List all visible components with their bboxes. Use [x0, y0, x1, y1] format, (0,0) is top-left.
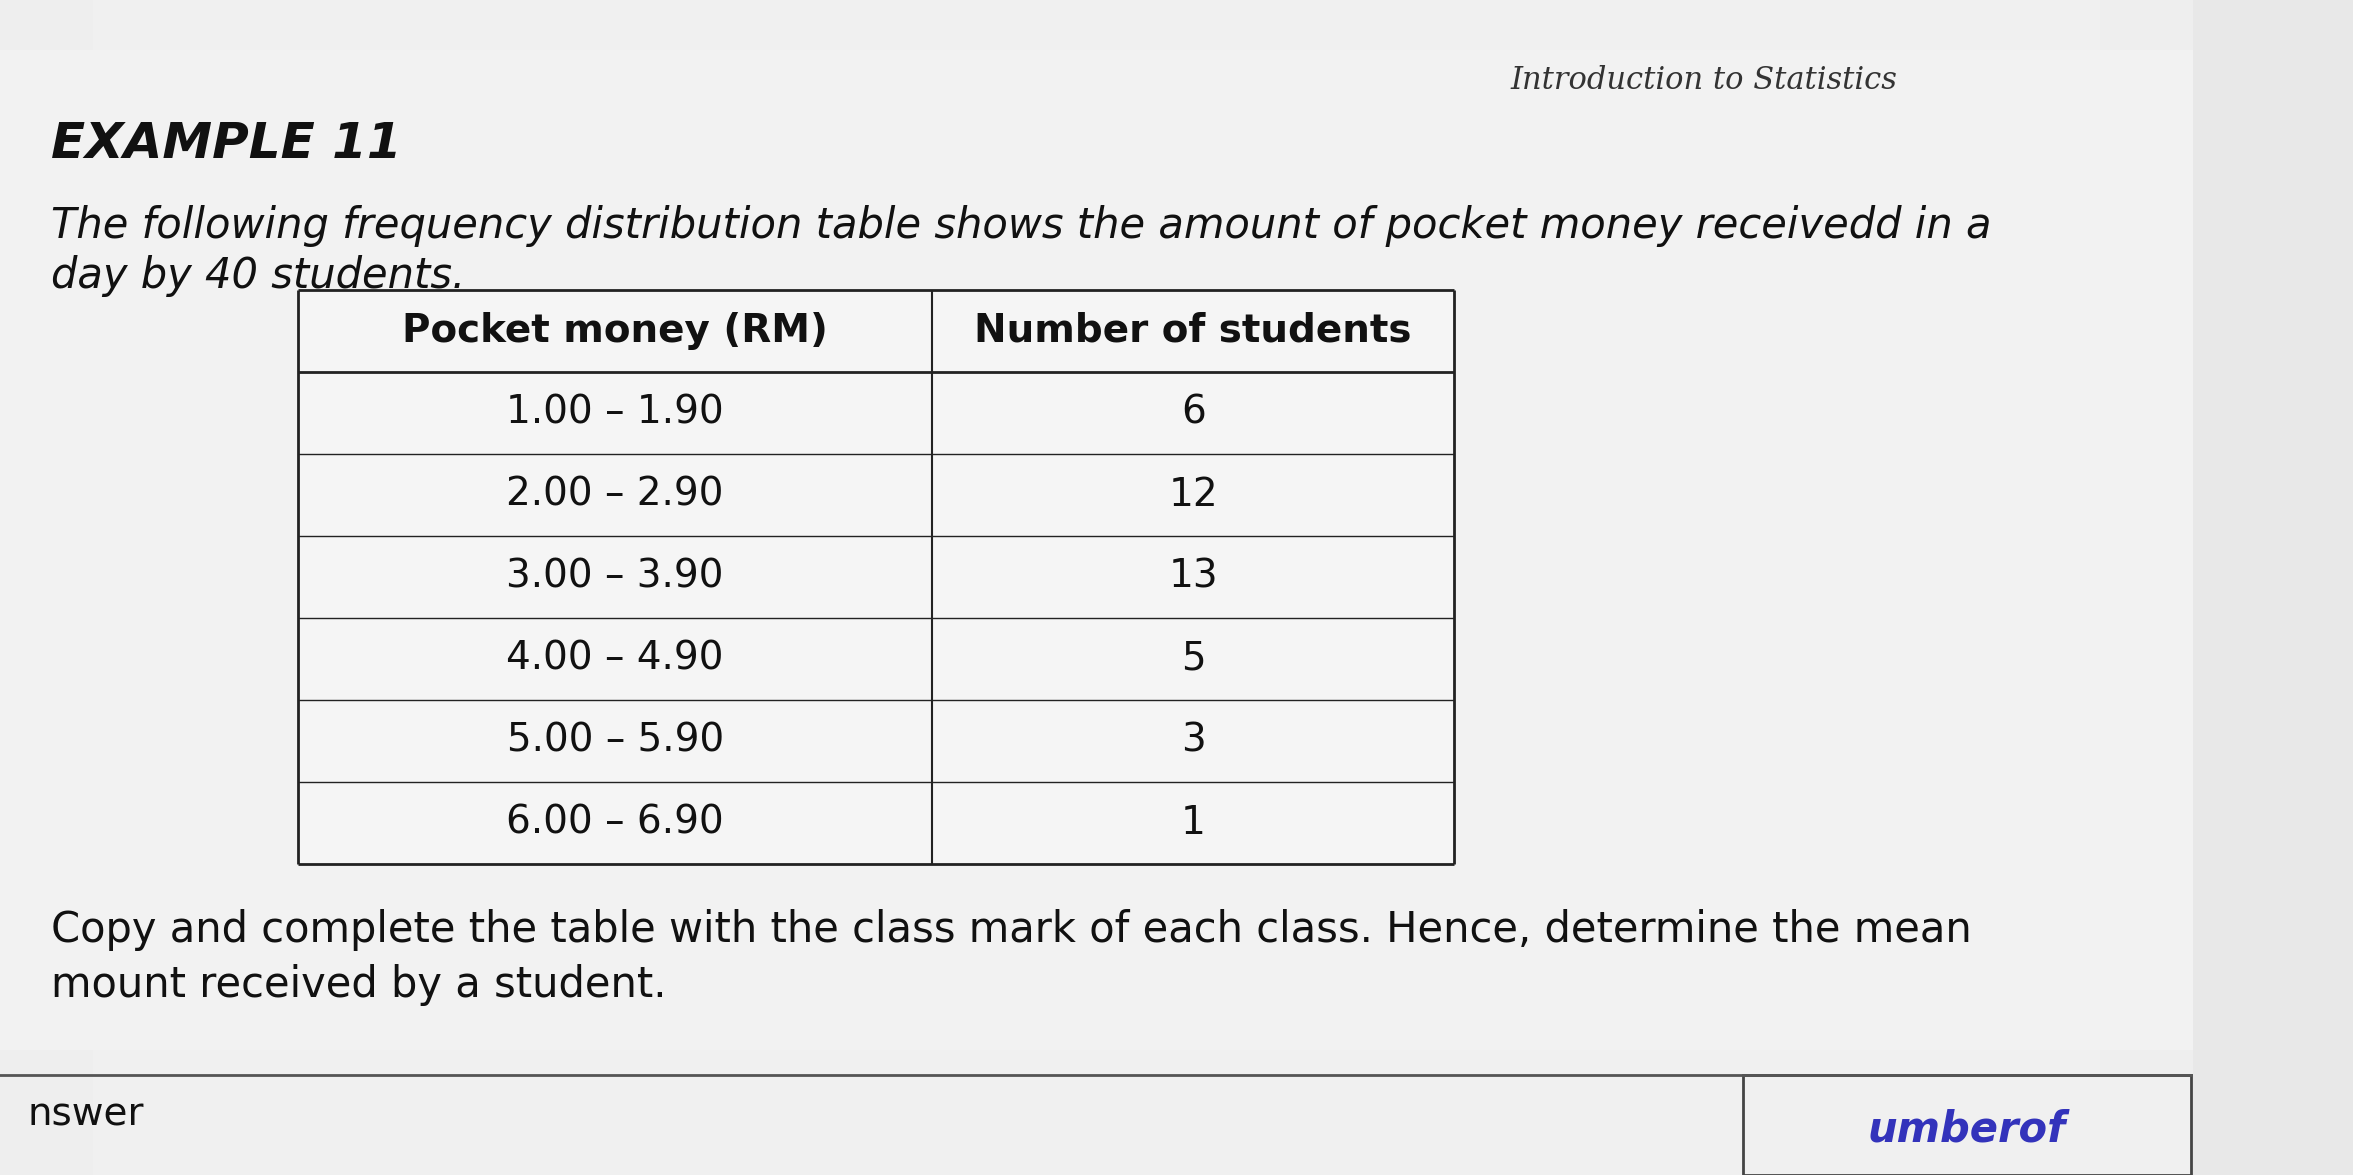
- Text: 5.00 – 5.90: 5.00 – 5.90: [506, 721, 725, 760]
- Bar: [0, 51, 2193, 1050]
- Text: 13: 13: [1169, 558, 1219, 596]
- Text: 4.00 – 4.90: 4.00 – 4.90: [506, 640, 725, 678]
- Text: 3: 3: [1181, 721, 1205, 760]
- Text: Copy and complete the table with the class mark of each class. Hence, determine : Copy and complete the table with the cla…: [52, 909, 1972, 951]
- Text: The following frequency distribution table shows the amount of pocket money rece: The following frequency distribution tab…: [52, 204, 1991, 247]
- Text: 3.00 – 3.90: 3.00 – 3.90: [506, 558, 725, 596]
- Bar: [299, 290, 1454, 864]
- Text: Introduction to Statistics: Introduction to Statistics: [1511, 65, 1897, 96]
- Text: 1: 1: [1181, 804, 1205, 842]
- Text: Pocket money (RM): Pocket money (RM): [402, 313, 828, 350]
- Text: 6.00 – 6.90: 6.00 – 6.90: [506, 804, 725, 842]
- Text: 2.00 – 2.90: 2.00 – 2.90: [506, 476, 725, 513]
- Text: umberof: umberof: [1868, 1109, 2066, 1152]
- Text: EXAMPLE 11: EXAMPLE 11: [52, 120, 402, 168]
- Text: mount received by a student.: mount received by a student.: [52, 963, 666, 1006]
- Text: 1.00 – 1.90: 1.00 – 1.90: [506, 394, 725, 432]
- Text: 12: 12: [1169, 476, 1219, 513]
- Bar: [1744, 1075, 2191, 1175]
- Text: 6: 6: [1181, 394, 1205, 432]
- Text: day by 40 students.: day by 40 students.: [52, 255, 466, 297]
- Text: 5: 5: [1181, 640, 1205, 678]
- Text: nswer: nswer: [28, 1095, 144, 1133]
- Text: Number of students: Number of students: [974, 313, 1412, 350]
